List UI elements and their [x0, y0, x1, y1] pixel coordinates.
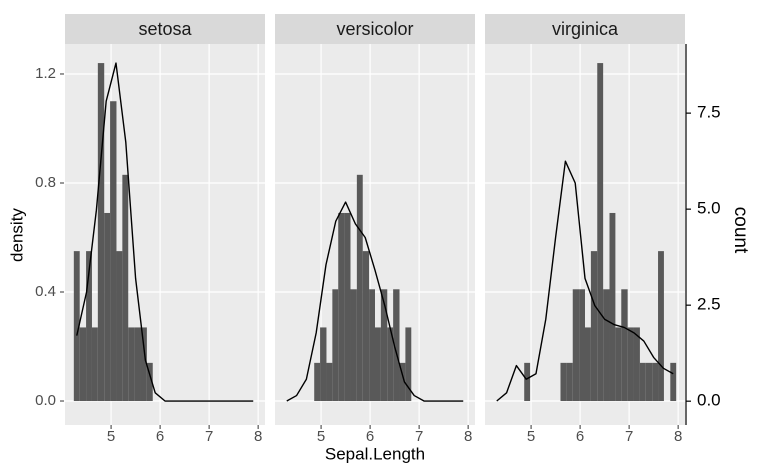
y-tick-label: 0.0 [35, 392, 56, 409]
y2-tick-label: 0.0 [697, 391, 721, 410]
y-tick-label: 0.8 [35, 174, 56, 191]
bar [609, 212, 616, 402]
y-axis-label: density [7, 208, 26, 262]
x-tick-label: 8 [464, 428, 472, 445]
x-tick-label: 7 [205, 428, 213, 445]
density-line [76, 62, 254, 402]
bar [524, 362, 531, 402]
x-axis-label: Sepal.Length [325, 444, 425, 463]
strip-label: virginica [552, 19, 619, 39]
bar [146, 362, 153, 402]
bar [86, 251, 92, 402]
bar [566, 362, 573, 402]
y2-axis-label: count [730, 207, 751, 254]
y2-tick-label: 5.0 [697, 199, 721, 218]
bar [314, 362, 321, 402]
bar [97, 63, 105, 402]
x-tick-label: 6 [366, 428, 374, 445]
bar [621, 289, 628, 402]
density-line [496, 160, 674, 402]
bar [652, 362, 659, 402]
bar [393, 289, 400, 402]
strip-background [485, 14, 685, 44]
bar [375, 327, 381, 402]
bar [116, 251, 123, 402]
bar [633, 327, 640, 402]
x-tick-label: 8 [674, 428, 682, 445]
bar [338, 212, 345, 402]
bar [615, 327, 622, 402]
bar [110, 101, 117, 402]
bar [639, 362, 646, 402]
bar [560, 362, 567, 402]
bar [320, 327, 327, 402]
bar [658, 251, 664, 402]
bar [128, 327, 135, 402]
x-tick-label: 7 [415, 428, 423, 445]
x-tick-label: 5 [107, 428, 115, 445]
bar [73, 251, 80, 402]
bar [380, 289, 388, 402]
x-tick-label: 5 [527, 428, 535, 445]
bar [572, 289, 580, 402]
strip-label: versicolor [336, 19, 413, 39]
bar [91, 327, 98, 402]
bar [104, 212, 111, 402]
bar [350, 289, 357, 402]
bar [134, 327, 141, 402]
x-tick-label: 8 [254, 428, 262, 445]
density-line [286, 201, 464, 402]
y-tick-label: 1.2 [35, 65, 56, 82]
bar [597, 63, 604, 402]
bar [122, 174, 129, 402]
strip-background [275, 14, 475, 44]
bar [356, 174, 363, 402]
bar [362, 251, 370, 402]
bar [585, 327, 591, 402]
bar [140, 327, 147, 402]
strip-background [65, 14, 265, 44]
bar [332, 289, 339, 402]
y2-tick-label: 2.5 [697, 295, 721, 314]
y-tick-label: 0.4 [35, 283, 56, 300]
x-tick-label: 7 [625, 428, 633, 445]
bar [670, 362, 677, 402]
bar [344, 212, 351, 402]
bar [369, 289, 375, 402]
bar [627, 327, 634, 402]
bar [387, 327, 394, 402]
strip-label: setosa [138, 19, 192, 39]
bar [603, 289, 610, 402]
bar [326, 362, 333, 402]
bar [590, 251, 598, 402]
bar [579, 289, 585, 402]
bar [405, 327, 412, 402]
x-tick-label: 5 [317, 428, 325, 445]
y2-tick-label: 7.5 [697, 103, 721, 122]
x-tick-label: 6 [156, 428, 164, 445]
x-tick-label: 6 [576, 428, 584, 445]
bar [399, 362, 406, 402]
bar [79, 327, 87, 402]
bar [645, 362, 653, 402]
